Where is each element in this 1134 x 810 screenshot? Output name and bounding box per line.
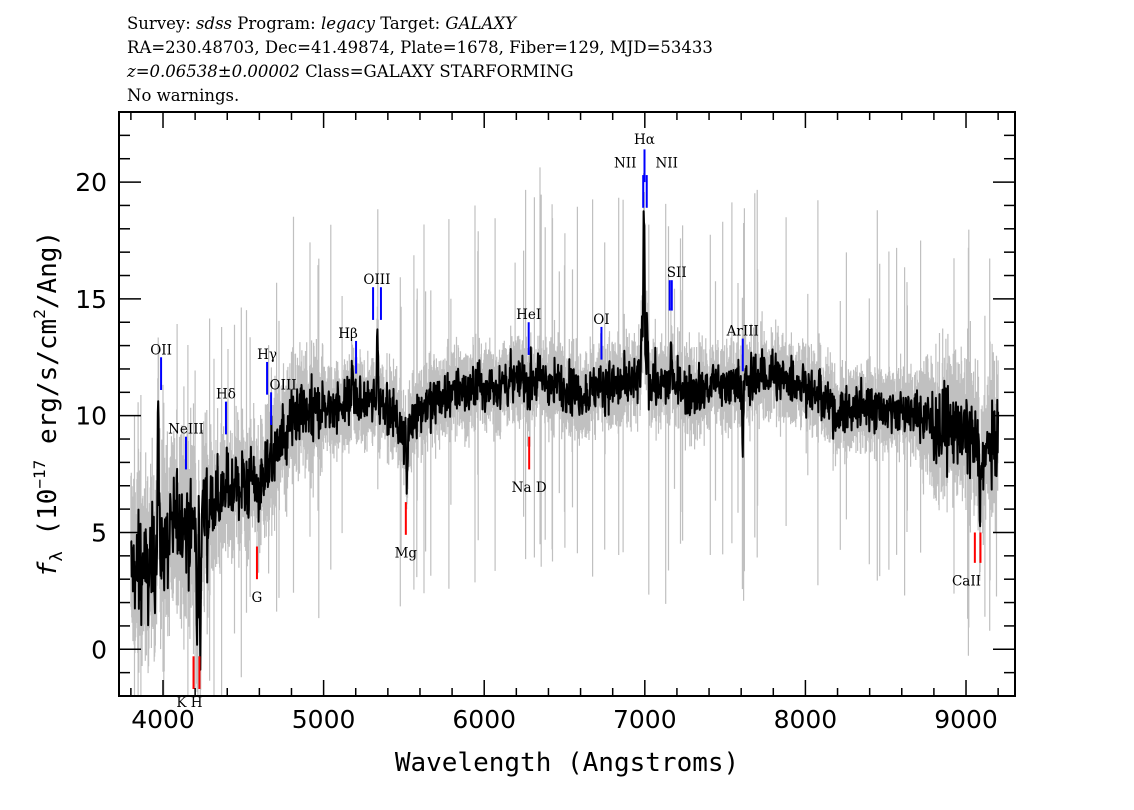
line-label: HeI [516, 307, 541, 323]
x-tick-label: 8000 [774, 705, 838, 734]
survey-label: Survey: [127, 14, 191, 33]
class-label: Class=GALAXY STARFORMING [305, 62, 574, 81]
line-label: OII [150, 342, 172, 358]
header-line-3: z=0.06538±0.00002 Class=GALAXY STARFORMI… [127, 61, 574, 83]
flux-series [130, 210, 1000, 671]
y-tick-label: 20 [75, 168, 107, 197]
line-label: NII [614, 155, 636, 171]
x-tick-label: 4000 [131, 705, 195, 734]
line-label: OIII [363, 272, 390, 288]
line-label: Mg [395, 546, 418, 562]
program-label: Program: [237, 14, 316, 33]
redshift: z=0.06538±0.00002 [127, 62, 300, 81]
line-label: K H [176, 695, 202, 711]
line-label: OIII [270, 377, 297, 393]
header-line-2: RA=230.48703, Dec=41.49874, Plate=1678, … [127, 38, 713, 57]
x-tick-label: 5000 [292, 705, 356, 734]
line-label: Hγ [257, 347, 277, 363]
error-band [130, 167, 999, 696]
header-warnings: No warnings. [127, 86, 240, 105]
line-label: Hδ [216, 387, 236, 403]
axis-ticks: 4000 5000 6000 7000 8000 9000 0 5 10 15 20 [75, 111, 1015, 734]
line-label: SII [667, 265, 687, 281]
y-tick-label: 10 [75, 402, 107, 431]
flux-line [130, 210, 1000, 671]
x-tick-label: 6000 [452, 705, 516, 734]
line-label: ArIII [726, 324, 759, 340]
y-tick-label: 5 [91, 518, 107, 547]
x-tick-label: 9000 [934, 705, 998, 734]
line-label: NeIII [168, 422, 204, 438]
line-label: Na D [512, 480, 547, 496]
line-label: Hβ [338, 326, 358, 342]
line-label: CaII [952, 574, 981, 590]
y-axis-label: fλ (10−17 erg/s/cm2/Ang) [30, 231, 67, 577]
header-line-1: Survey: sdss Program: legacy Target: GAL… [127, 13, 516, 35]
x-tick-label: 7000 [613, 705, 677, 734]
line-label: NII [655, 155, 677, 171]
survey-value: sdss [196, 14, 233, 33]
target-label: Target: [380, 14, 441, 33]
line-label: OI [593, 312, 609, 328]
plot-frame [118, 111, 1016, 697]
x-axis-label: Wavelength (Angstroms) [395, 748, 739, 778]
target-value: GALAXY [445, 14, 517, 33]
line-label: G [252, 590, 263, 606]
line-label: Hα [634, 132, 655, 148]
error-bars [130, 167, 999, 696]
y-tick-label: 15 [75, 285, 107, 314]
program-value: legacy [320, 14, 375, 33]
y-tick-label: 0 [91, 635, 107, 664]
